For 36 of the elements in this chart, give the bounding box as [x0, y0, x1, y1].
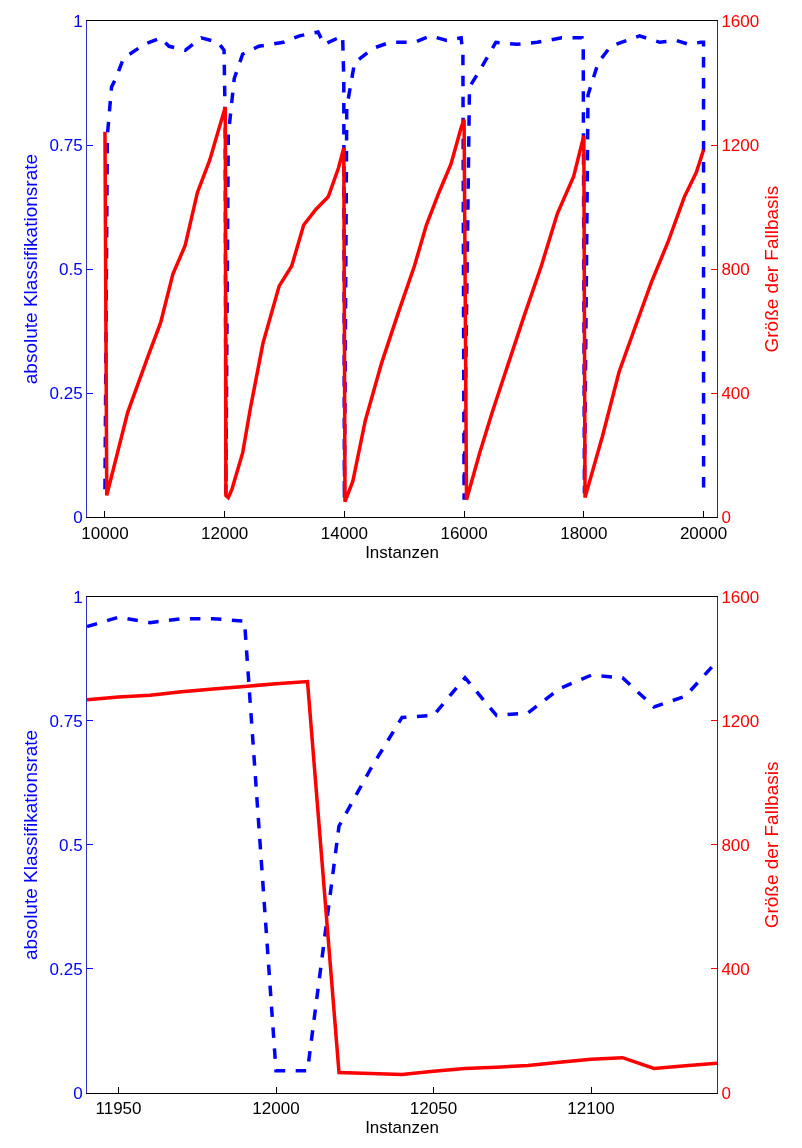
y2-tick-label: 1600: [721, 11, 760, 31]
x-tick-label: 10000: [81, 523, 129, 543]
y2-tick-label: 800: [721, 260, 750, 280]
y-axis-title: absolute Klassifikationsrate: [20, 729, 42, 961]
x-axis-title: Instanzen: [365, 542, 439, 562]
x-tick-label: 12000: [201, 523, 249, 543]
y2-axis-title: Größe der Fallbasis: [761, 185, 783, 353]
y2-tick-label: 400: [721, 959, 750, 979]
x-tick-label: 12000: [252, 1099, 300, 1119]
y-tick-label: 1: [73, 11, 83, 31]
y-tick-label: 0: [73, 1083, 83, 1103]
line-series: [103, 30, 706, 502]
y2-tick-label: 1200: [721, 711, 760, 731]
x-tick-label: 18000: [560, 523, 608, 543]
x-tick-label: 12100: [567, 1099, 615, 1119]
y2-tick-label: 1200: [721, 135, 760, 155]
y2-tick-label: 1600: [721, 587, 760, 607]
y-tick-label: 0.5: [58, 260, 83, 280]
y-tick-label: 0.75: [49, 711, 83, 731]
x-tick-label: 14000: [320, 523, 369, 543]
y-tick-label: 0.75: [49, 135, 83, 155]
x-tick-label: 11950: [95, 1099, 142, 1119]
y-tick-label: 1: [73, 587, 83, 607]
y2-tick-label: 0: [721, 1083, 731, 1103]
x-tick-label: 12050: [409, 1099, 458, 1119]
x-axis-title: Instanzen: [365, 1118, 439, 1138]
y2-tick-label: 800: [721, 835, 750, 855]
y-tick-label: 0.5: [58, 835, 83, 855]
y-tick-label: 0: [73, 508, 83, 528]
y-axis-title: absolute Klassifikationsrate: [20, 153, 42, 385]
y-tick-label: 0.25: [49, 959, 83, 979]
x-tick-label: 16000: [440, 523, 488, 543]
line-series: [103, 105, 706, 504]
y2-tick-label: 400: [721, 384, 750, 404]
y2-axis-title: Größe der Fallbasis: [761, 761, 783, 929]
y-tick-label: 0.25: [49, 384, 83, 404]
